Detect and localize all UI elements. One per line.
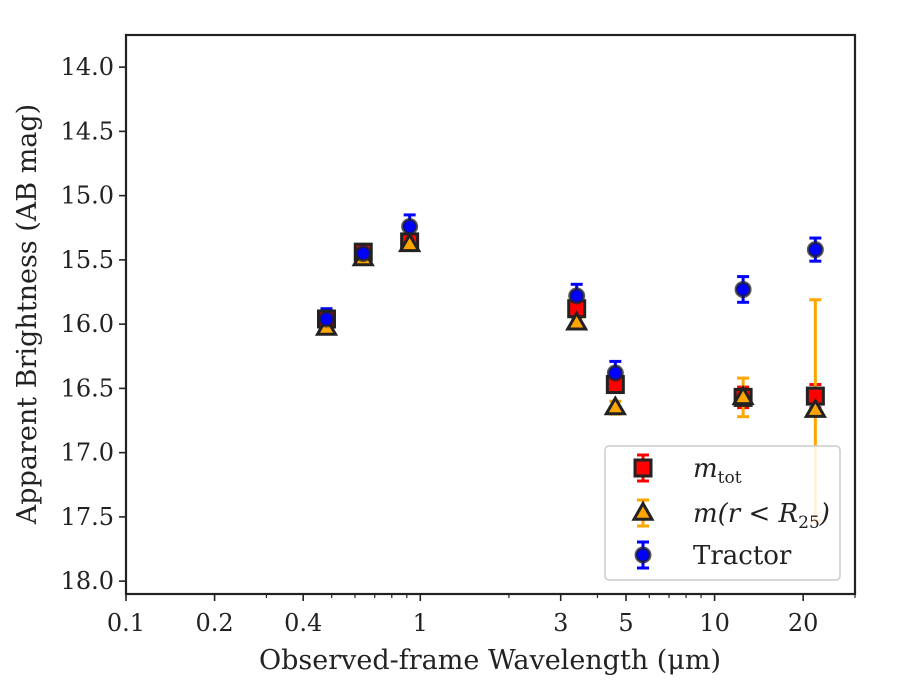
data-point-circle [354,244,372,262]
y-tick-label: 15.0 [61,182,114,210]
x-tick-label: 20 [788,609,819,637]
legend-label: m(r < R25) [693,499,830,533]
legend-label: Tractor [693,541,792,571]
legend-label-main: m [693,454,718,484]
data-point-triangle [398,232,422,253]
legend-label-close: ) [819,499,830,529]
y-tick-label: 16.5 [61,374,114,402]
data-point-circle [806,241,824,259]
x-tick-label: 0.4 [284,609,322,637]
legend-marker-triangle [631,500,655,521]
y-tick-label: 16.0 [61,310,114,338]
data-point-triangle [731,384,755,406]
x-tick-label: 0.2 [196,609,234,637]
y-tick-label: 15.5 [61,246,114,274]
legend-label-subscript: tot [718,468,742,488]
data-point-circle [568,287,586,305]
data-point-circle [401,217,419,235]
y-axis-label: Apparent Brightness (AB mag) [12,104,43,525]
y-tick-label: 18.0 [61,567,114,595]
data-point-circle [606,364,624,382]
x-tick-label: 10 [699,609,730,637]
plot-marks [314,213,827,523]
data-point-circle [734,280,752,298]
axis-ticks: 0.1 0.2 0.4 1 3 5 10 20 14.0 14.5 15.0 15.5 16.0 16.5… [61,53,856,637]
y-tick-label: 14.5 [61,117,114,145]
data-point-triangle [565,310,589,331]
x-tick-label: 3 [553,609,568,637]
legend-label-subscript: 25 [798,513,820,533]
y-tick-label: 17.0 [61,439,114,467]
legend-marker-square [633,458,653,478]
legend-label-main: m(r < R [693,499,798,529]
plot-frame [124,33,857,596]
y-tick-label: 14.0 [61,53,114,81]
data-point-circle [317,310,335,328]
legend-marker-circle [634,546,652,564]
legend: mtot m(r < R25) Tractor [604,445,841,581]
x-axis-label: Observed-frame Wavelength (μm) [259,645,721,676]
x-tick-label: 1 [413,609,428,637]
y-tick-label: 17.5 [61,503,114,531]
data-point-triangle [603,395,628,416]
legend-box [604,445,841,581]
data-point-triangle [803,397,827,418]
legend-label: mtot [693,454,742,488]
x-tick-label: 0.1 [107,609,145,637]
x-tick-label: 5 [618,609,633,637]
